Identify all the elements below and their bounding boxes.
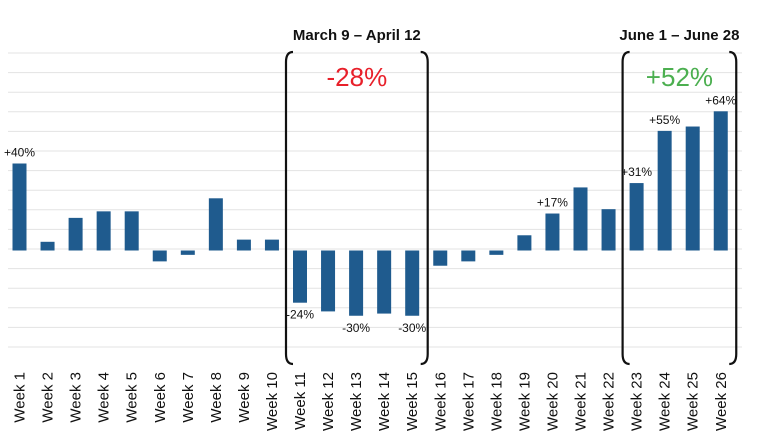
- bar-week-13: [349, 250, 364, 316]
- highlight-regions: March 9 – April 12 -28% June 1 – June 28 +5…: [284, 27, 739, 366]
- region-title: June 1 – June 28: [619, 27, 739, 44]
- data-labels: +40% -24% -30% -30% +17% +31% +55% +64%: [4, 93, 737, 334]
- x-tick-label: Week 6: [152, 372, 169, 423]
- x-tick-label: Week 20: [544, 372, 561, 431]
- x-tick-label: Week 14: [376, 372, 393, 431]
- x-tick-label: Week 10: [264, 372, 281, 431]
- x-tick-label: Week 21: [573, 372, 590, 431]
- bar-week-18: [489, 250, 504, 255]
- bar-week-3: [68, 217, 83, 251]
- bar-week-24: [657, 130, 672, 251]
- x-tick-label: Week 19: [516, 372, 533, 431]
- bar-week-1: [12, 163, 27, 251]
- bar-week-22: [601, 209, 616, 251]
- region-change-value: +52%: [646, 62, 713, 92]
- data-label: -30%: [342, 321, 370, 335]
- x-tick-label: Week 18: [488, 372, 505, 431]
- data-label: +31%: [621, 165, 652, 179]
- bar-week-11: [293, 250, 307, 303]
- bar-week-17: [461, 250, 476, 262]
- bar-week-21: [573, 187, 588, 251]
- x-tick-label: Week 17: [460, 372, 477, 431]
- data-label: +17%: [537, 196, 568, 210]
- x-tick-label: Week 9: [236, 372, 253, 423]
- bar-week-15: [405, 250, 420, 316]
- region-bracket-right: [420, 50, 429, 366]
- bar-week-7: [180, 250, 195, 255]
- data-label: +40%: [4, 146, 35, 160]
- data-label: +64%: [705, 93, 736, 107]
- bar-week-4: [96, 211, 111, 251]
- x-tick-label: Week 16: [432, 372, 449, 431]
- bar-week-23: [629, 183, 644, 251]
- x-tick-label: Week 11: [292, 372, 309, 430]
- bar-week-6: [152, 250, 167, 262]
- region-change-value: -28%: [326, 62, 387, 92]
- bar-week-2: [40, 241, 55, 251]
- region-bracket-right: [729, 50, 738, 366]
- x-tick-label: Week 26: [713, 372, 730, 431]
- x-tick-label: Week 12: [320, 372, 337, 431]
- x-tick-label: Week 3: [68, 372, 85, 423]
- bars: [12, 111, 728, 316]
- x-tick-label: Week 13: [348, 372, 365, 431]
- x-tick-label: Week 22: [601, 372, 618, 431]
- x-tick-labels: Week 1 Week 2 Week 3 Week 4 Week 5 Week 6 Week…: [12, 372, 730, 431]
- x-tick-label: Week 8: [208, 372, 225, 423]
- bar-week-5: [124, 211, 139, 251]
- bar-week-26: [713, 111, 728, 251]
- x-tick-label: Week 5: [124, 372, 141, 423]
- x-tick-label: Week 24: [657, 372, 674, 431]
- data-label: -30%: [398, 321, 426, 335]
- x-tick-label: Week 1: [12, 372, 29, 423]
- bar-week-25: [685, 126, 700, 251]
- bar-week-20: [545, 213, 560, 251]
- region-bracket-left: [621, 50, 630, 366]
- region-title: March 9 – April 12: [293, 27, 421, 44]
- bar-week-19: [517, 235, 532, 251]
- bar-week-16: [433, 250, 448, 266]
- x-tick-label: Week 4: [96, 372, 113, 423]
- x-tick-label: Week 25: [685, 372, 702, 431]
- bar-week-8: [208, 198, 223, 251]
- data-label: +55%: [649, 113, 680, 127]
- region-bracket-left: [284, 50, 294, 366]
- data-label: -24%: [286, 308, 314, 322]
- bar-week-12: [321, 250, 336, 312]
- x-tick-label: Week 23: [629, 372, 646, 431]
- bar-week-14: [377, 250, 392, 314]
- x-tick-label: Week 7: [180, 372, 197, 423]
- bar-week-9: [236, 239, 251, 251]
- x-tick-label: Week 15: [404, 372, 421, 431]
- x-tick-label: Week 2: [40, 372, 57, 423]
- bar-week-10: [264, 239, 279, 251]
